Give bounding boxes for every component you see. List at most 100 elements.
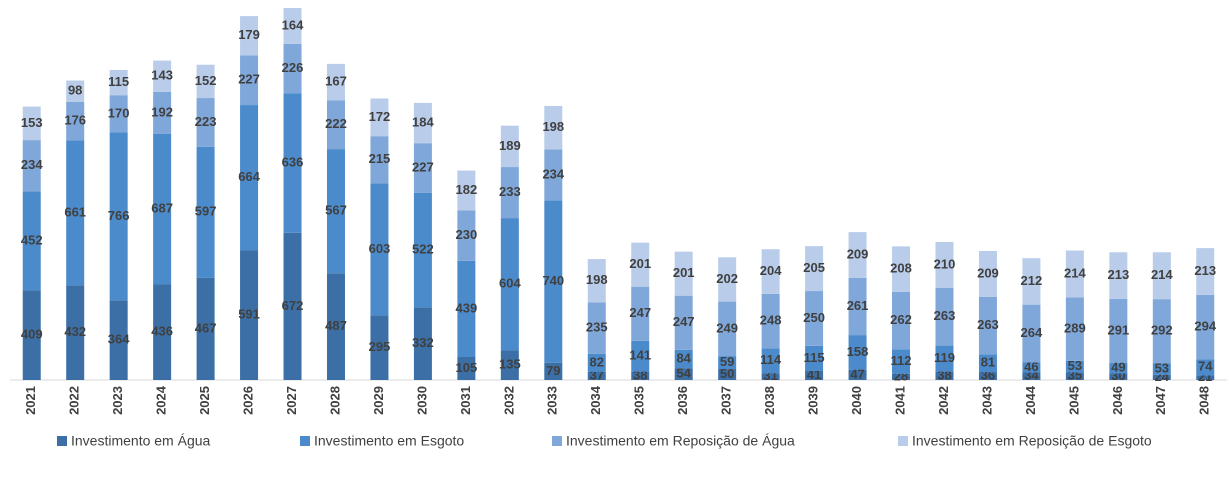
data-label: 687 [151,201,173,216]
x-tick-label: 2041 [892,386,907,415]
bar-segment [1196,248,1215,295]
bar-segment [1109,298,1128,363]
bar-segment [761,293,780,349]
data-label: 115 [108,74,129,89]
bar-segment [326,63,345,101]
bar-segment [1022,304,1041,363]
data-label: 201 [673,265,695,280]
bar-segment [66,80,85,102]
x-tick-label: 2030 [414,386,429,415]
data-label: 636 [282,155,304,170]
bar-segment [109,132,128,301]
bar-segment [500,350,519,380]
data-label: 439 [456,300,478,315]
bar-segment [22,140,41,192]
bar-segment [674,368,693,380]
data-label: 46 [1024,359,1038,374]
data-label: 59 [720,354,734,369]
data-label: 205 [803,260,825,275]
bar-segment [413,143,432,193]
x-tick-label: 2046 [1110,386,1125,415]
x-tick-label: 2038 [762,386,777,415]
bar-segment [805,291,824,346]
bar-segment [674,251,693,296]
bar-segment [761,373,780,380]
bar-segment [978,296,997,355]
data-label: 112 [891,353,912,368]
data-label: 664 [238,169,260,184]
bar-segment [66,140,85,286]
bar-segment [674,349,693,369]
data-label: 54 [676,366,691,381]
bar-segment [240,250,259,380]
data-label: 264 [1021,325,1043,340]
data-label: 292 [1151,323,1173,338]
data-label: 167 [325,74,347,89]
bar-segment [66,285,85,380]
bar-segment [761,249,780,294]
data-label: 214 [1064,265,1086,280]
bar-segment [892,246,911,292]
data-label: 49 [1111,359,1125,374]
bar-segment [718,257,737,302]
bar-segment [413,307,432,380]
x-tick-label: 2032 [501,386,516,415]
data-label: 213 [1194,263,1216,278]
data-label: 262 [890,312,912,327]
x-tick-label: 2035 [632,386,647,415]
data-label: 740 [542,273,564,288]
data-label: 119 [934,350,955,365]
bar-segment [326,273,345,380]
bar-segment [66,101,85,141]
data-label: 213 [1107,267,1129,282]
bar-segment [892,373,911,380]
bar-segment [805,371,824,380]
data-label: 247 [629,305,651,320]
data-label: 291 [1107,322,1129,337]
data-label: 604 [499,276,521,291]
x-tick-label: 2028 [327,386,342,415]
bar-segment [718,356,737,370]
bar-segment [1022,362,1041,373]
bar-segment [631,340,650,372]
x-tick-label: 2037 [719,386,734,415]
x-tick-label: 2048 [1197,386,1212,415]
data-label: 81 [981,355,995,370]
bar-segment [935,371,954,380]
data-label: 98 [68,83,82,98]
bar-segment [631,286,650,341]
bar-segment [631,242,650,287]
data-label: 567 [325,203,347,218]
data-label: 152 [195,73,217,88]
data-label: 208 [890,261,912,276]
bar-segment [892,291,911,350]
data-label: 263 [934,308,956,323]
bar-segment [370,315,389,380]
data-label: 105 [456,360,478,375]
bar-segment [1152,374,1171,380]
bar-segment [109,95,128,133]
bar-segment [153,133,172,285]
data-label: 198 [586,272,608,287]
bar-segment [240,105,259,251]
data-label: 135 [499,357,521,372]
bar-segment [848,369,867,380]
data-label: 223 [195,114,217,129]
data-label: 222 [325,116,347,131]
data-label: 84 [676,350,691,365]
bar-segment [240,16,259,56]
legend-swatch [57,436,67,446]
data-label: 212 [1021,273,1043,288]
legend-swatch [552,436,562,446]
x-tick-label: 2029 [371,386,386,415]
data-label: 603 [369,241,391,256]
bar-segment [500,167,519,219]
bar-segment [109,70,128,96]
bar-segment [196,146,215,278]
bar-segment [370,98,389,137]
legend-swatch [898,436,908,446]
data-label: 164 [282,17,304,32]
bar-segment [1196,294,1215,360]
bar-segment [457,210,476,261]
